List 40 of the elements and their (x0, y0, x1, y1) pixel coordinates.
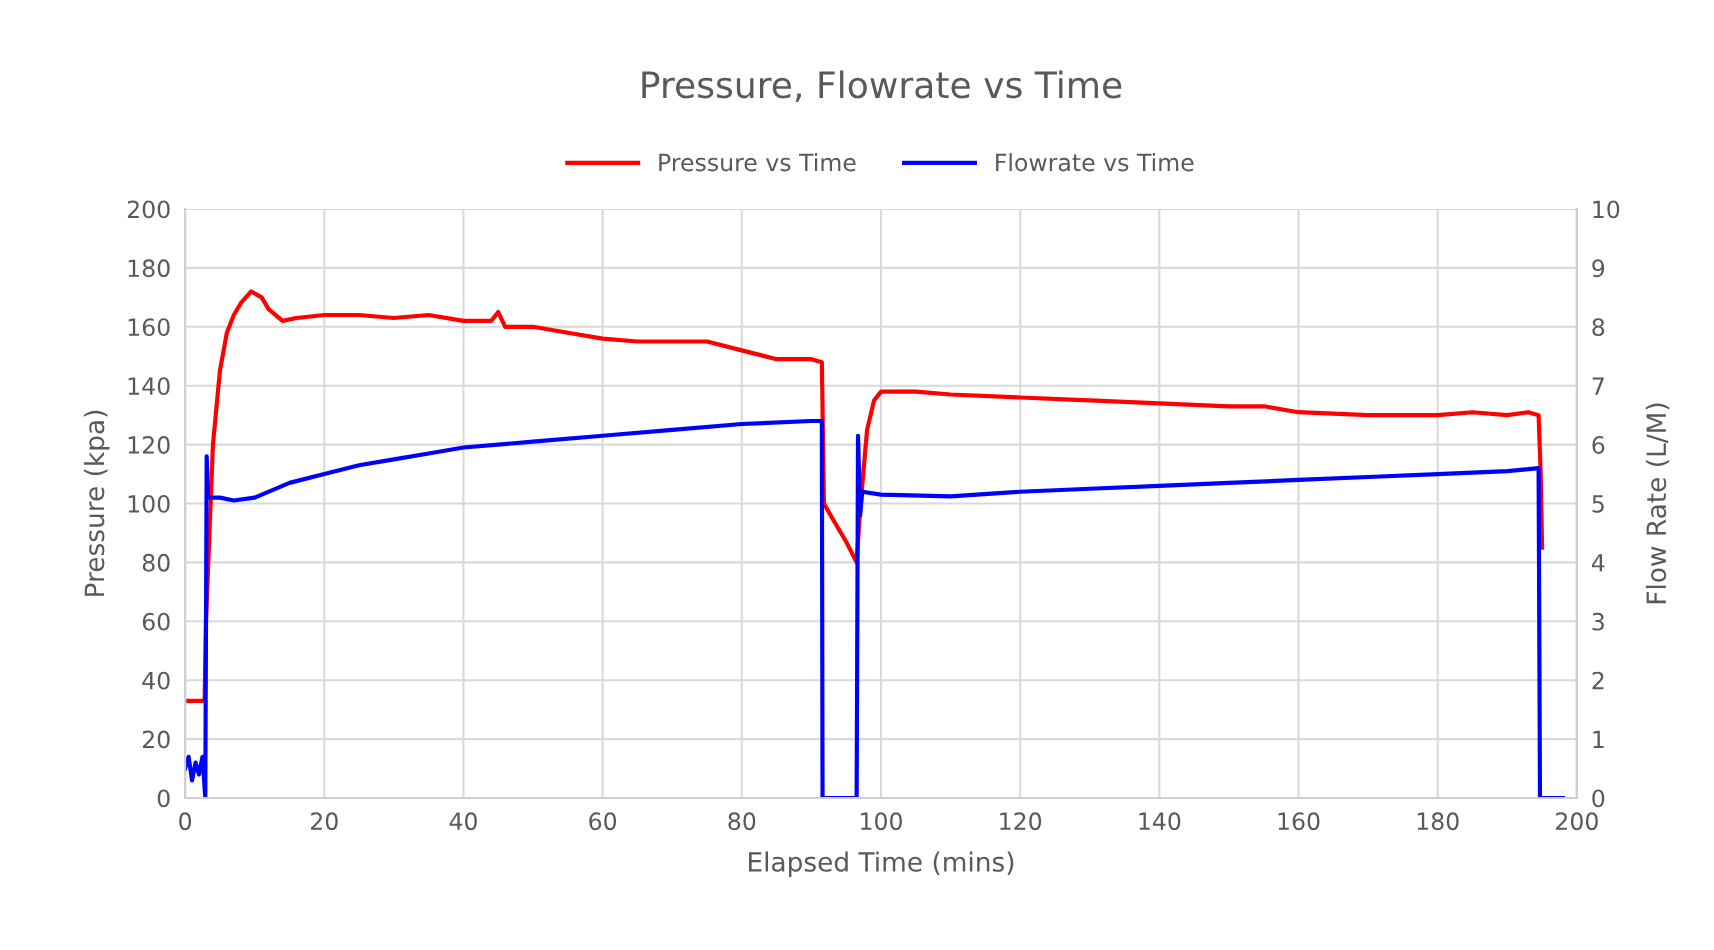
y-tick-label: 40 (142, 671, 170, 690)
y2-axis-title: Flow Rate (L/M) (1645, 403, 1670, 604)
x-tick-label: 160 (1278, 812, 1320, 831)
y2-tick-label: 5 (1592, 495, 1604, 513)
chart-title: Pressure, Flowrate vs Time (642, 70, 1122, 103)
x-tick-label: 60 (589, 812, 617, 831)
legend-label: Flowrate vs Time (996, 153, 1194, 172)
y-tick-label: 200 (127, 200, 170, 219)
y-tick-label: 20 (142, 730, 170, 749)
y-tick-label: 120 (128, 436, 170, 454)
x-tick-label: 0 (179, 812, 192, 831)
y2-tick-label: 2 (1592, 671, 1604, 690)
x-tick-label: 20 (311, 812, 338, 831)
y2-tick-label: 1 (1593, 730, 1604, 749)
y2-tick-label: 4 (1591, 554, 1605, 572)
y-tick-label: 60 (142, 612, 170, 631)
y2-tick-label: 10 (1593, 200, 1620, 219)
x-tick-label: 120 (1000, 812, 1042, 831)
y-tick-label: 80 (142, 553, 170, 572)
y-tick-label: 140 (128, 377, 170, 396)
y-tick-label: 100 (128, 494, 170, 513)
x-tick-label: 140 (1139, 812, 1181, 831)
y-tick-label: 180 (128, 259, 170, 278)
y2-tick-label: 8 (1592, 318, 1605, 337)
y2-tick-label: 6 (1592, 436, 1605, 454)
x-tick-label: 100 (861, 812, 902, 831)
y-tick-label: 0 (157, 789, 170, 808)
y2-tick-label: 0 (1592, 789, 1605, 808)
x-tick-label: 200 (1556, 812, 1598, 831)
line-series (185, 418, 1566, 798)
y2-tick-label: 9 (1592, 259, 1605, 278)
y-axis-title: Pressure (kpa) (83, 410, 110, 596)
x-tick-label: 80 (728, 812, 756, 831)
y-tick-label: 160 (128, 318, 170, 337)
x-tick-label: 40 (449, 812, 477, 831)
y2-tick-label: 7 (1592, 377, 1604, 395)
x-axis-title: Elapsed Time (mins) (749, 851, 1014, 877)
y2-tick-label: 3 (1592, 612, 1604, 631)
x-tick-label: 180 (1417, 812, 1459, 831)
legend-label: Pressure vs Time (659, 153, 856, 172)
